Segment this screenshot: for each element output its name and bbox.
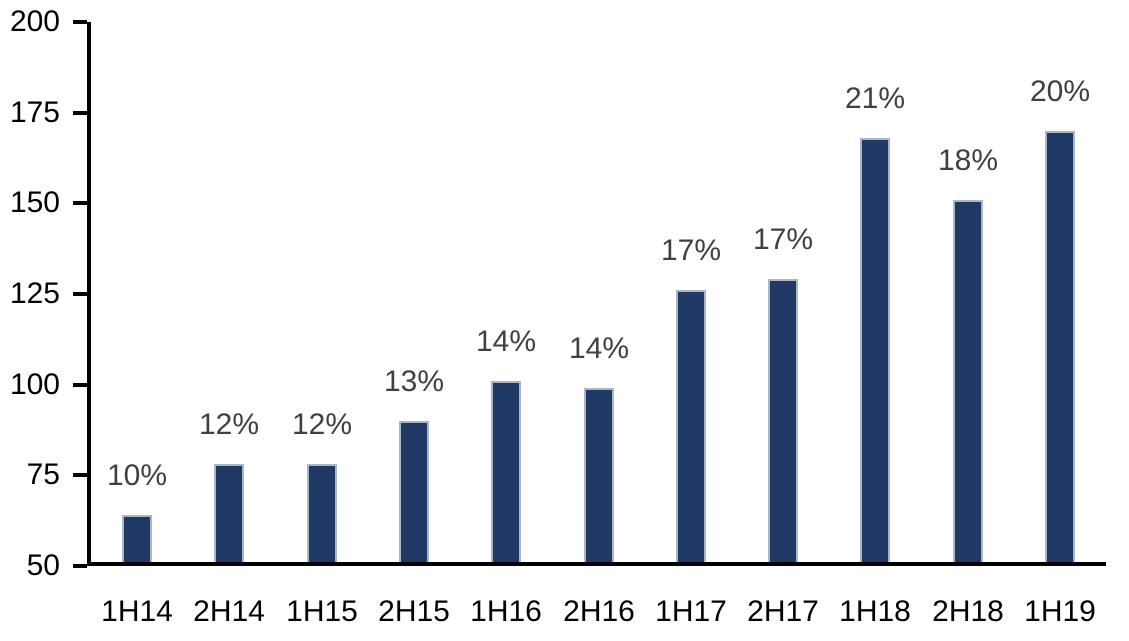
- bar: [768, 279, 798, 566]
- y-axis-tick-mark: [73, 20, 87, 24]
- bar-data-label: 13%: [383, 365, 445, 398]
- bar-data-label: 17%: [660, 234, 722, 267]
- bar: [860, 138, 890, 566]
- y-axis-tick-label: 50: [26, 549, 60, 582]
- y-axis-tick-mark: [73, 201, 87, 206]
- x-axis-tick-label: 2H14: [193, 595, 265, 628]
- y-axis-tick-mark: [73, 473, 87, 478]
- y-axis-tick-mark: [73, 382, 87, 387]
- bar: [491, 381, 521, 566]
- y-axis-tick-label: 100: [9, 367, 60, 401]
- bar: [399, 421, 429, 566]
- bar-data-label: 20%: [1029, 75, 1091, 108]
- bar: [307, 464, 337, 566]
- bar: [676, 290, 706, 566]
- x-axis-tick-label: 2H15: [378, 595, 450, 628]
- bar-data-label: 10%: [106, 459, 168, 492]
- bar: [1045, 131, 1075, 566]
- y-axis-line: [87, 22, 91, 566]
- x-axis-tick-label: 1H17: [655, 595, 727, 628]
- x-axis-line: [87, 562, 1106, 566]
- y-axis-tick-label: 75: [26, 458, 60, 492]
- y-axis-tick-label: 200: [9, 5, 60, 38]
- x-axis-tick-label: 1H16: [470, 595, 542, 628]
- bar-data-label: 12%: [291, 408, 353, 441]
- x-axis-tick-label: 1H18: [839, 595, 911, 628]
- y-axis-tick-mark: [73, 110, 87, 115]
- y-axis-tick-mark: [73, 564, 87, 568]
- bar-data-label: 21%: [844, 82, 906, 115]
- y-axis-tick-label: 175: [9, 95, 60, 129]
- bar-data-label: 14%: [568, 332, 630, 365]
- x-axis-tick-label: 2H18: [932, 595, 1004, 628]
- x-axis-tick-label: 1H15: [286, 595, 358, 628]
- bar-data-label: 12%: [198, 408, 260, 441]
- bar-data-label: 14%: [475, 325, 537, 358]
- x-axis-tick-label: 2H17: [747, 595, 819, 628]
- bar-data-label: 17%: [752, 223, 814, 256]
- bar-data-label: 18%: [937, 144, 999, 177]
- bar: [214, 464, 244, 566]
- y-axis-tick-label: 150: [9, 186, 60, 220]
- bar: [953, 200, 983, 566]
- y-axis-tick-mark: [73, 292, 87, 296]
- x-axis-tick-label: 2H16: [563, 595, 635, 628]
- x-axis-tick-label: 1H14: [101, 595, 173, 628]
- y-axis-tick-label: 125: [9, 277, 60, 310]
- x-axis-tick-label: 1H19: [1024, 595, 1096, 628]
- bar: [122, 515, 152, 566]
- bar: [584, 388, 614, 566]
